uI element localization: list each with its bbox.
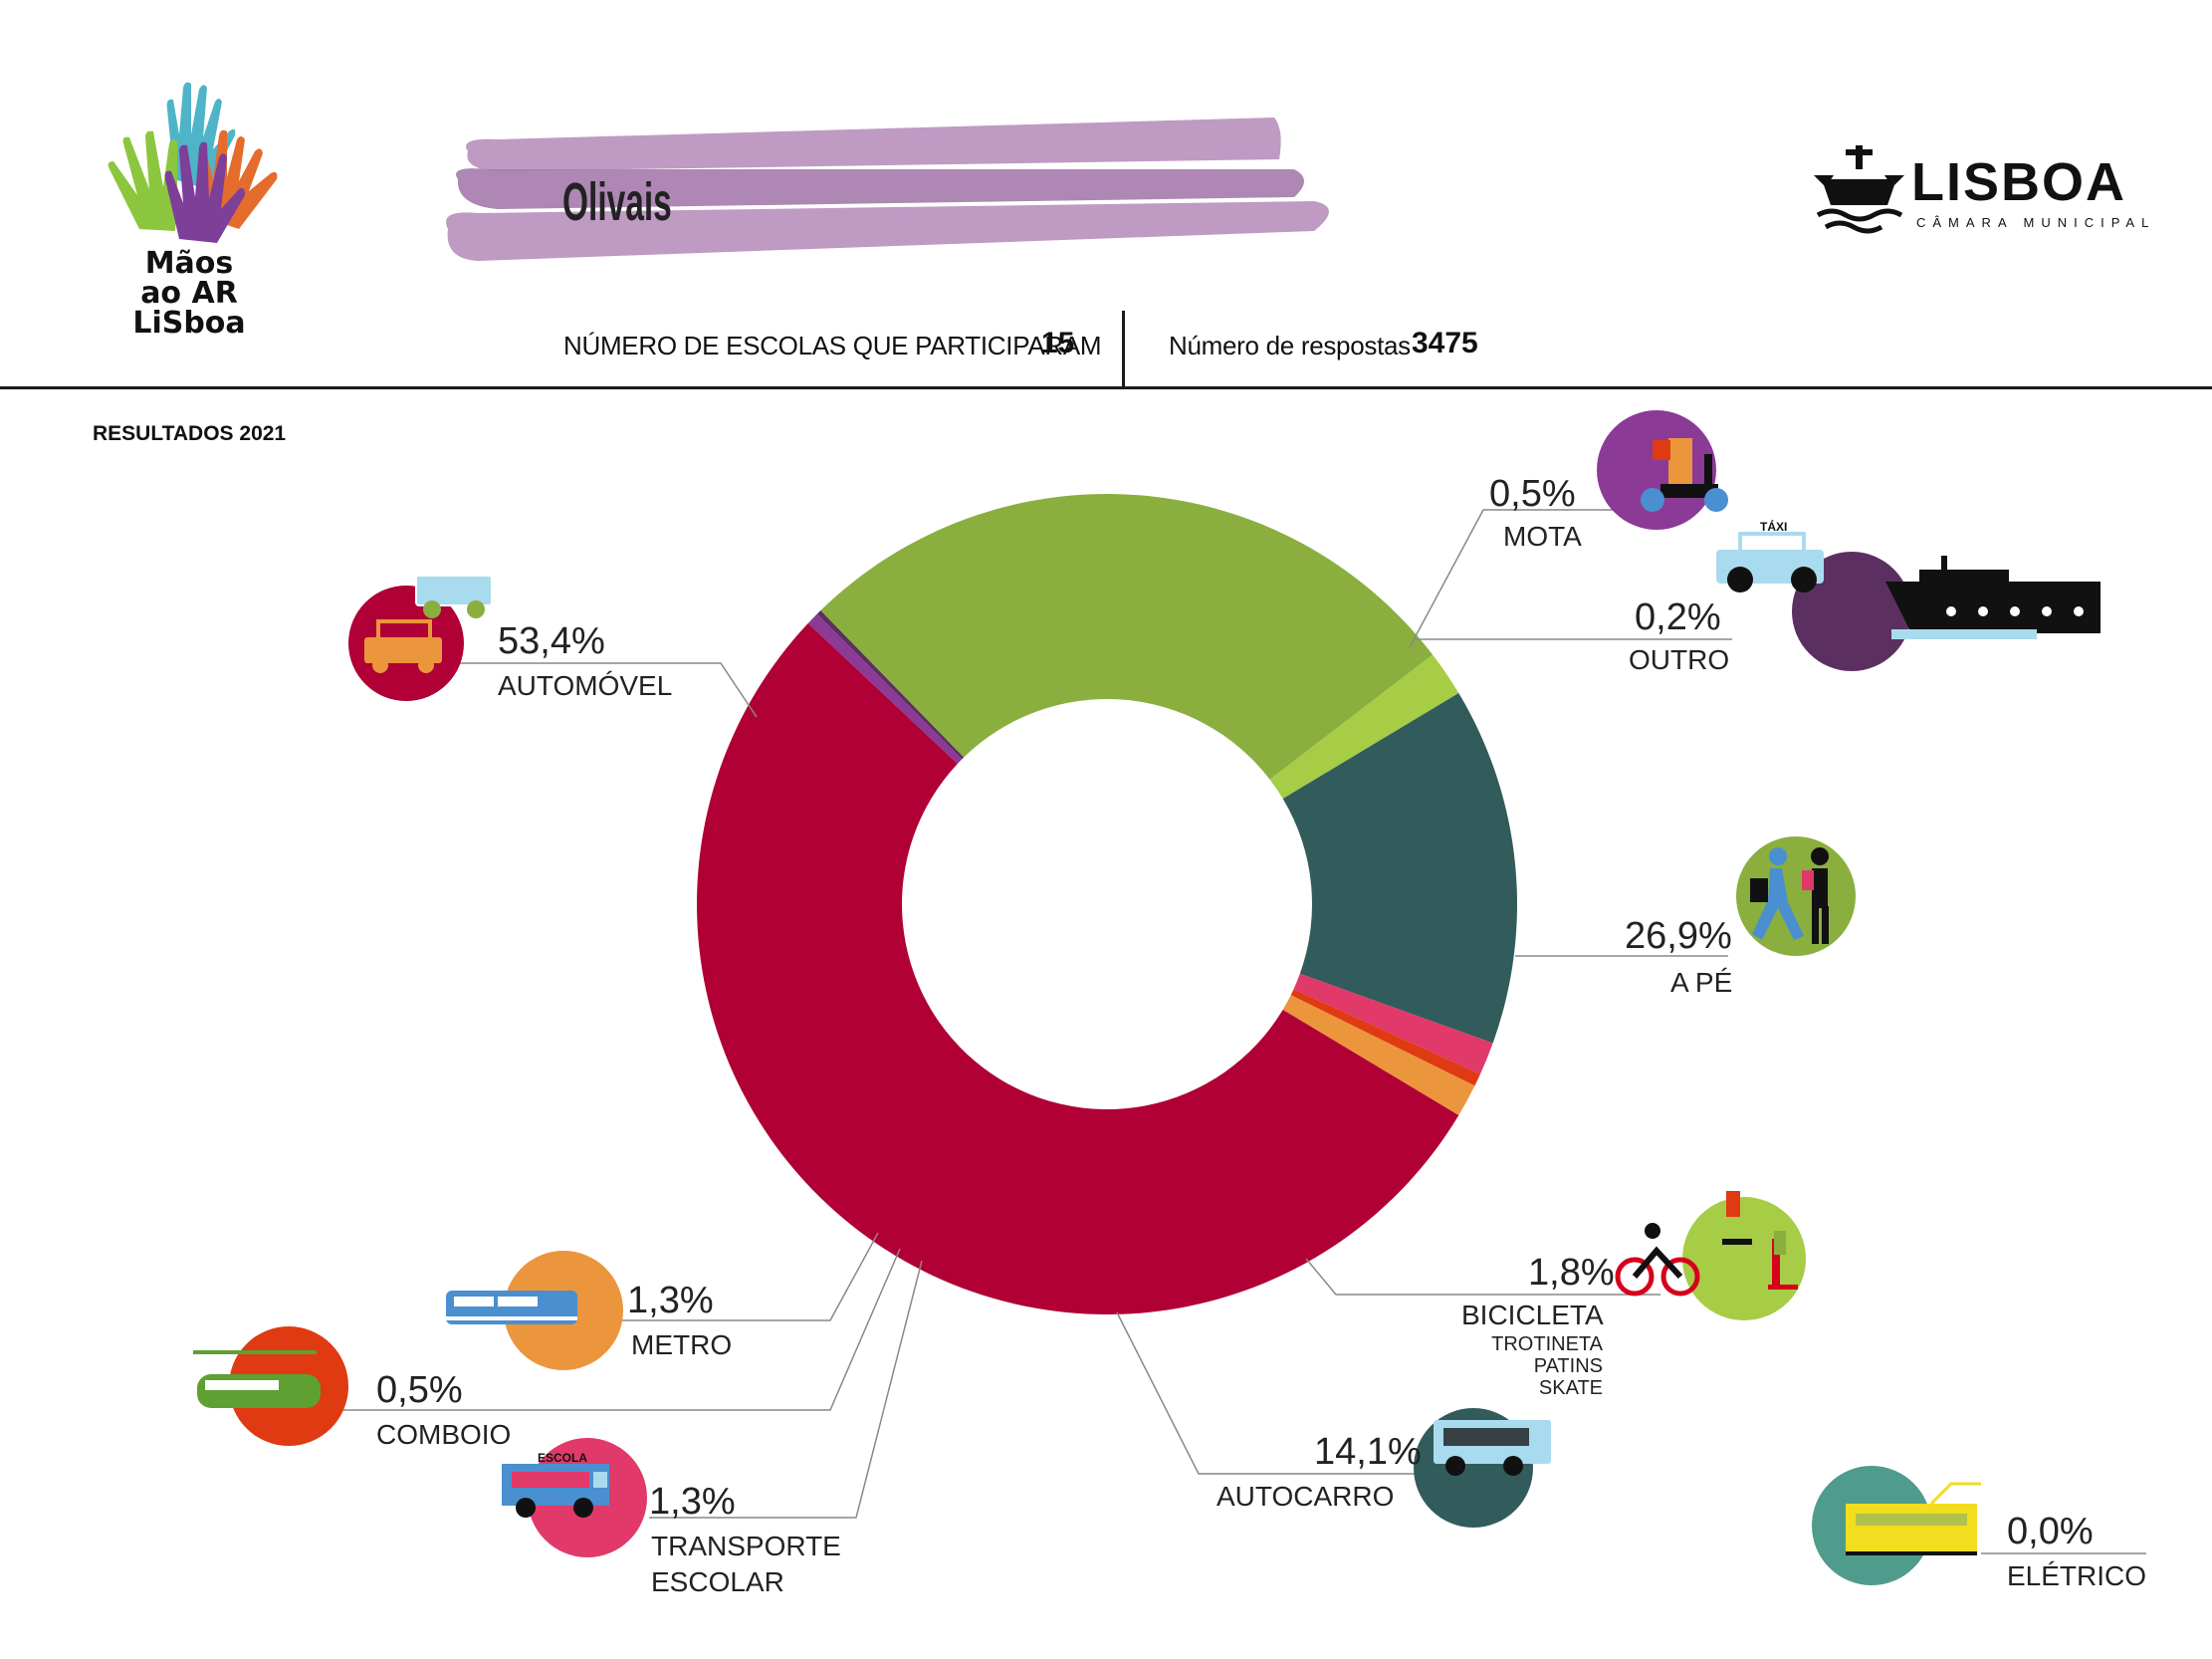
category-label-outro: OUTRO [1629, 644, 1729, 675]
pct-label-bicicleta: 1,8% [1528, 1252, 1615, 1294]
subcategory-label-trotineta: TROTINETA [1491, 1333, 1604, 1355]
schools-label: NÚMERO DE ESCOLAS QUE PARTICIPARAM [563, 331, 1102, 360]
pct-label-a-pe: 26,9% [1625, 915, 1732, 957]
pct-label-eletrico: 0,0% [2007, 1511, 2094, 1552]
subcategory-label-skate: SKATE [1539, 1377, 1603, 1399]
schools-value: 15 [1041, 327, 1075, 359]
pct-label-transporte-escolar: 1,3% [649, 1481, 736, 1523]
bus-icon [1414, 1408, 1551, 1528]
leader-mota [1409, 509, 1623, 648]
brush-stroke-banner [446, 118, 1329, 261]
category-label-autocarro: AUTOCARRO [1217, 1481, 1394, 1512]
category-label-bicicleta: BICICLETA [1461, 1300, 1604, 1330]
school-bus-icon: ESCOLA [502, 1438, 647, 1557]
train-icon [193, 1326, 348, 1446]
metro-icon [446, 1251, 623, 1370]
pct-label-autocarro: 14,1% [1314, 1431, 1422, 1473]
category-label-comboio: COMBOIO [376, 1419, 511, 1450]
maos-ao-ar-logo [108, 82, 278, 243]
lisboa-subtitle: CÂMARA MUNICIPAL [1916, 215, 2156, 230]
donut-slices [697, 494, 1517, 1314]
slice-automovel [697, 622, 1459, 1314]
maos-line-2: ao AR [140, 276, 238, 311]
category-label-eletrico: ELÉTRICO [2007, 1560, 2146, 1591]
category-label-automovel: AUTOMÓVEL [498, 670, 672, 701]
slice-mota [807, 613, 963, 764]
walking-icon [1736, 836, 1856, 956]
slice-a-pe [820, 494, 1434, 780]
car-icon [348, 575, 493, 701]
category-label-mota: MOTA [1503, 521, 1582, 552]
leader-autocarro [1116, 1311, 1424, 1475]
category-label-transporte-escolar-0: TRANSPORTE [651, 1531, 841, 1561]
lisboa-wordmark: LISBOA [1911, 152, 2127, 212]
pct-label-comboio: 0,5% [376, 1369, 463, 1411]
slice-metro [1282, 995, 1475, 1115]
header-rule [0, 386, 2212, 389]
district-name: Olivais [562, 172, 672, 232]
taxi-boat-icon: TÁXI [1716, 519, 2101, 671]
category-label-a-pe: A PÉ [1670, 967, 1732, 998]
pct-label-mota: 0,5% [1489, 473, 1576, 515]
slice-labels: 0,5% MOTA 0,2% OUTRO 26,9% A PÉ 1,8% BICICLETA T… [376, 473, 2146, 1597]
category-label-metro: METRO [631, 1329, 732, 1360]
leader-lines [317, 509, 2146, 1554]
slice-autocarro [1282, 693, 1517, 1044]
slice-bicicleta [1269, 654, 1459, 800]
slice-transporte-escolar [1293, 973, 1493, 1074]
hand-purple-icon [164, 141, 245, 243]
school-bus-label: ESCOLA [538, 1451, 587, 1465]
slice-comboio [1290, 989, 1480, 1086]
subcategory-label-patins: PATINS [1534, 1355, 1603, 1377]
motorbike-icon [1597, 410, 1728, 530]
maos-line-1: Mãos [144, 246, 234, 281]
stats-divider [1122, 311, 1125, 386]
tram-icon [1812, 1466, 1981, 1585]
maos-ao-ar-wordmark: Mãos ao AR LiSboa [129, 249, 249, 339]
maos-line-3: LiSboa [132, 306, 246, 341]
bicycle-icon [1615, 1191, 1806, 1320]
leader-transporte-escolar [649, 1260, 923, 1519]
pct-label-outro: 0,2% [1635, 596, 1721, 638]
pct-label-automovel: 53,4% [498, 620, 605, 662]
hand-green-icon [108, 130, 177, 231]
taxi-label: TÁXI [1760, 519, 1787, 534]
leader-bicicleta [1305, 1258, 1660, 1296]
slice-outro [816, 610, 965, 760]
responses-label: Número de respostas [1169, 331, 1411, 360]
leader-automovel [460, 662, 758, 718]
responses-value: 3475 [1412, 327, 1478, 359]
results-year: RESULTADOS 2021 [93, 422, 287, 445]
category-label-transporte-escolar-1: ESCOLAR [651, 1566, 784, 1597]
lisboa-ship-icon [1814, 145, 1904, 234]
leader-comboio [317, 1248, 901, 1411]
pct-label-metro: 1,3% [627, 1280, 714, 1321]
